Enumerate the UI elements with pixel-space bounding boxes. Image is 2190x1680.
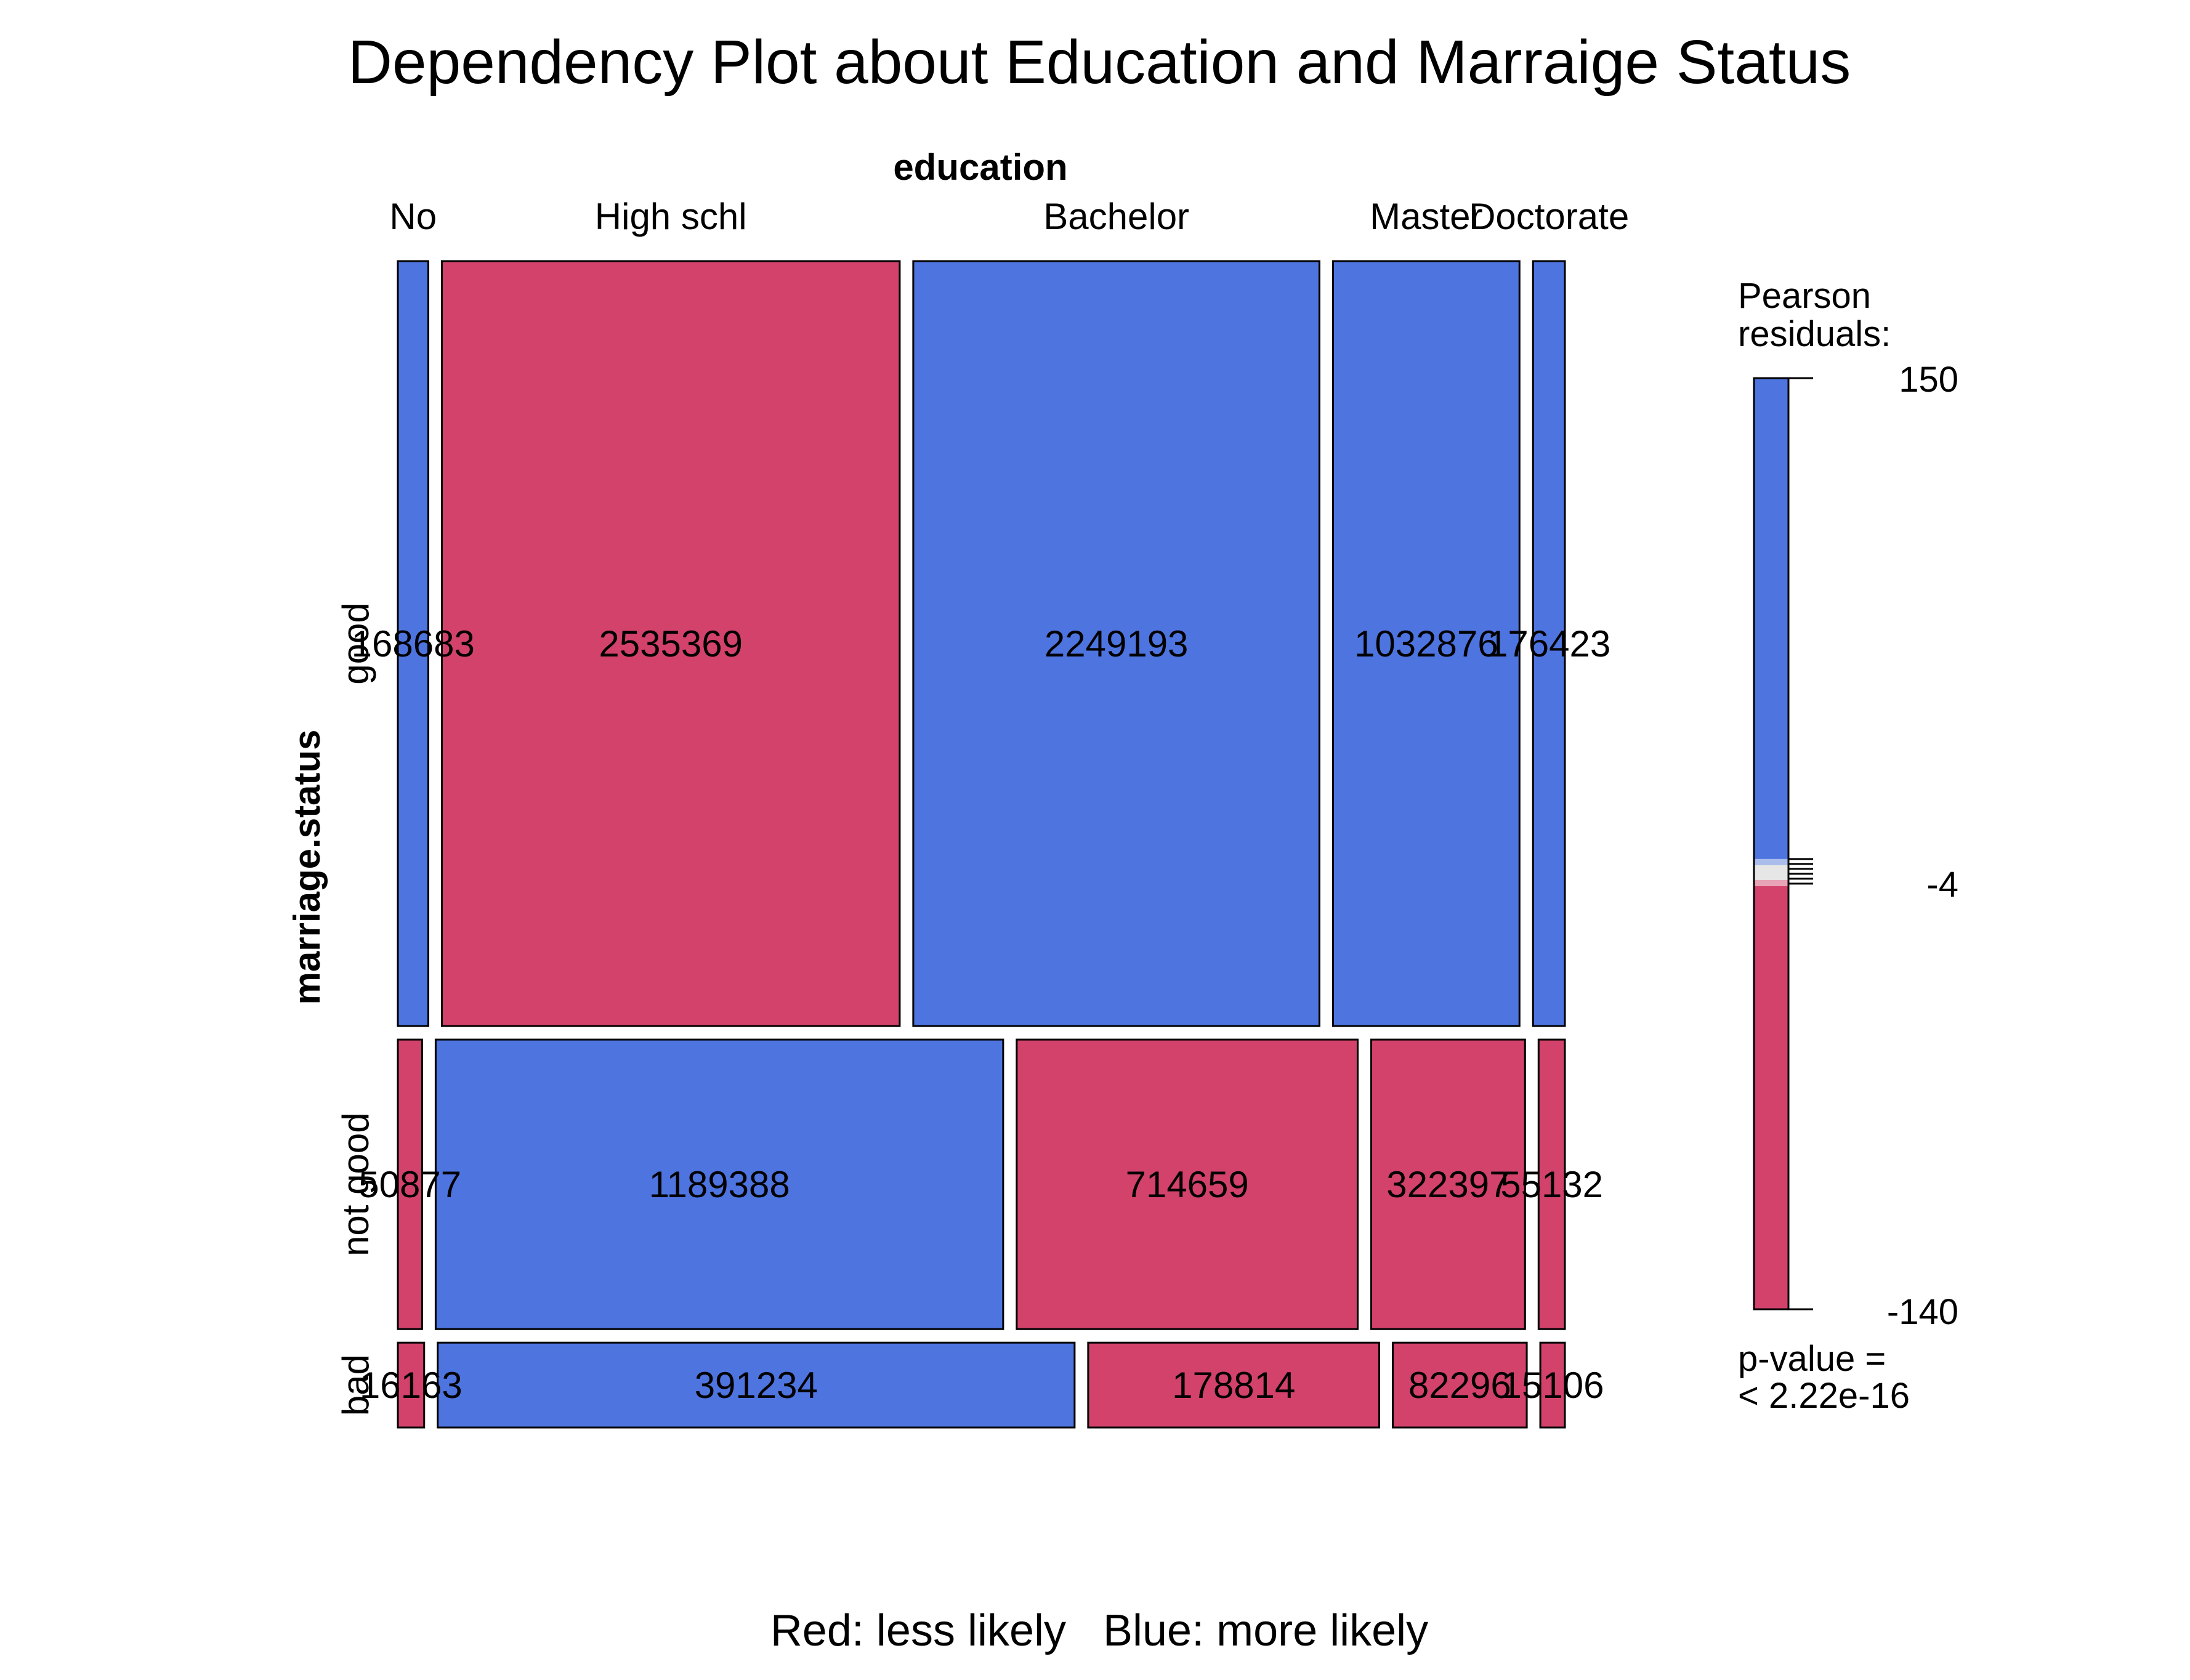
x-category-label: Bachelor	[1043, 196, 1189, 237]
legend-bar-frame	[1753, 377, 1790, 1310]
mosaic-cell-good-doctorate	[1532, 260, 1566, 1027]
mosaic-cell-good-bachelor	[912, 260, 1320, 1027]
cell-count-label: 2535369	[599, 623, 743, 664]
y-category-label: not good	[335, 1112, 376, 1256]
y-category-label: bad	[335, 1354, 376, 1416]
legend-neutral-band	[1754, 865, 1788, 880]
cell-count-label: 322397	[1386, 1164, 1509, 1205]
residual-legend: Pearson residuals: 150 -4 -140 p-value =…	[1738, 276, 1958, 1416]
cell-count-label: 178814	[1172, 1365, 1295, 1406]
cell-count-label: 82296	[1408, 1365, 1511, 1406]
mosaic-cell-not-good-no	[397, 1038, 423, 1330]
legend-negative-band	[1754, 886, 1788, 1309]
pvalue-line1: p-value =	[1738, 1339, 1886, 1379]
pvalue-line2: < 2.22e-16	[1738, 1376, 1910, 1416]
cell-count-label: 16163	[360, 1365, 463, 1406]
legend-light-positive-band	[1754, 858, 1788, 865]
mosaic-cell-good-high-schl	[440, 260, 901, 1027]
legend-min-label: -140	[1887, 1292, 1958, 1332]
cell-count-label: 176423	[1487, 623, 1610, 664]
mosaic-cell-good-master	[1331, 260, 1521, 1027]
x-category-label: Doctorate	[1469, 196, 1629, 237]
cell-count-label: 50877	[358, 1164, 461, 1205]
cell-count-label: 2249193	[1044, 623, 1189, 664]
y-category-labels: good not good bad	[335, 602, 376, 1416]
legend-mid-label: -4	[1926, 865, 1958, 905]
mosaic-cell-not-good-bachelor	[1016, 1038, 1359, 1330]
cell-count-label: 15106	[1501, 1365, 1604, 1406]
mosaic-cell-bad-high-schl	[437, 1341, 1076, 1429]
x-axis-title: education	[893, 147, 1067, 188]
cell-count-label: 1032876	[1354, 623, 1498, 664]
mosaic-cell-bad-master	[1392, 1341, 1528, 1429]
chart-title: Dependency Plot about Education and Marr…	[348, 28, 1851, 97]
mosaic-cell-good-no	[397, 260, 429, 1027]
cell-count-label: 55132	[1500, 1164, 1603, 1205]
mosaic-cell-bad-no	[397, 1341, 426, 1429]
color-key-footer: Red: less likely Blue: more likely	[770, 1606, 1428, 1655]
y-category-label: good	[335, 602, 376, 684]
legend-title-line1: Pearson	[1738, 276, 1871, 316]
x-category-label: High schl	[595, 196, 747, 237]
legend-title-line2: residuals:	[1738, 314, 1891, 354]
cell-count-label: 168683	[352, 623, 475, 664]
legend-light-negative-band	[1754, 879, 1788, 886]
mosaic-cell-bad-bachelor	[1087, 1341, 1381, 1429]
mosaic-cell-bad-doctorate	[1539, 1341, 1566, 1429]
mosaic-cells	[397, 260, 1566, 1429]
y-axis-title: marriage.status	[286, 730, 328, 1005]
cell-count-label: 714659	[1126, 1164, 1249, 1205]
mosaic-cell-not-good-doctorate	[1537, 1038, 1566, 1330]
x-category-label: Master	[1370, 196, 1482, 237]
cell-count-label: 1189388	[649, 1164, 790, 1205]
legend-positive-band	[1754, 378, 1788, 859]
mosaic-cell-not-good-master	[1370, 1038, 1526, 1330]
x-category-label: No	[389, 196, 437, 237]
legend-max-label: 150	[1899, 360, 1958, 400]
mosaic-cell-not-good-high-schl	[434, 1038, 1004, 1330]
cell-count-label: 391234	[695, 1365, 818, 1406]
